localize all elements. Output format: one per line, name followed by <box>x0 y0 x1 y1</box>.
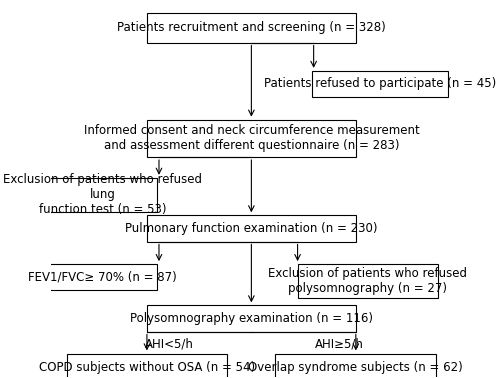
FancyBboxPatch shape <box>147 12 356 43</box>
Text: Pulmonary function examination (n = 230): Pulmonary function examination (n = 230) <box>125 222 378 235</box>
Text: Patients refused to participate (n = 45): Patients refused to participate (n = 45) <box>264 77 496 90</box>
Text: AHI≥5/h: AHI≥5/h <box>316 337 364 350</box>
Text: FEV1/FVC≥ 70% (n = 87): FEV1/FVC≥ 70% (n = 87) <box>28 271 177 284</box>
FancyBboxPatch shape <box>147 215 356 242</box>
Text: Exclusion of patients who refused
polysomnography (n = 27): Exclusion of patients who refused polyso… <box>268 267 468 295</box>
FancyBboxPatch shape <box>48 178 157 212</box>
FancyBboxPatch shape <box>48 264 157 290</box>
FancyBboxPatch shape <box>66 354 228 378</box>
FancyBboxPatch shape <box>298 264 438 298</box>
FancyBboxPatch shape <box>147 119 356 157</box>
Text: Patients recruitment and screening (n = 328): Patients recruitment and screening (n = … <box>117 21 386 34</box>
Text: Overlap syndrome subjects (n = 62): Overlap syndrome subjects (n = 62) <box>248 361 463 374</box>
Text: Informed consent and neck circumference measurement
and assessment different que: Informed consent and neck circumference … <box>84 124 419 152</box>
Text: AHI<5/h: AHI<5/h <box>144 337 194 350</box>
Text: Polysomnography examination (n = 116): Polysomnography examination (n = 116) <box>130 312 373 325</box>
FancyBboxPatch shape <box>276 354 436 378</box>
Text: Exclusion of patients who refused lung
function test (n = 53): Exclusion of patients who refused lung f… <box>3 173 202 216</box>
FancyBboxPatch shape <box>147 305 356 332</box>
FancyBboxPatch shape <box>312 71 448 97</box>
Text: COPD subjects without OSA (n = 54): COPD subjects without OSA (n = 54) <box>39 361 255 374</box>
